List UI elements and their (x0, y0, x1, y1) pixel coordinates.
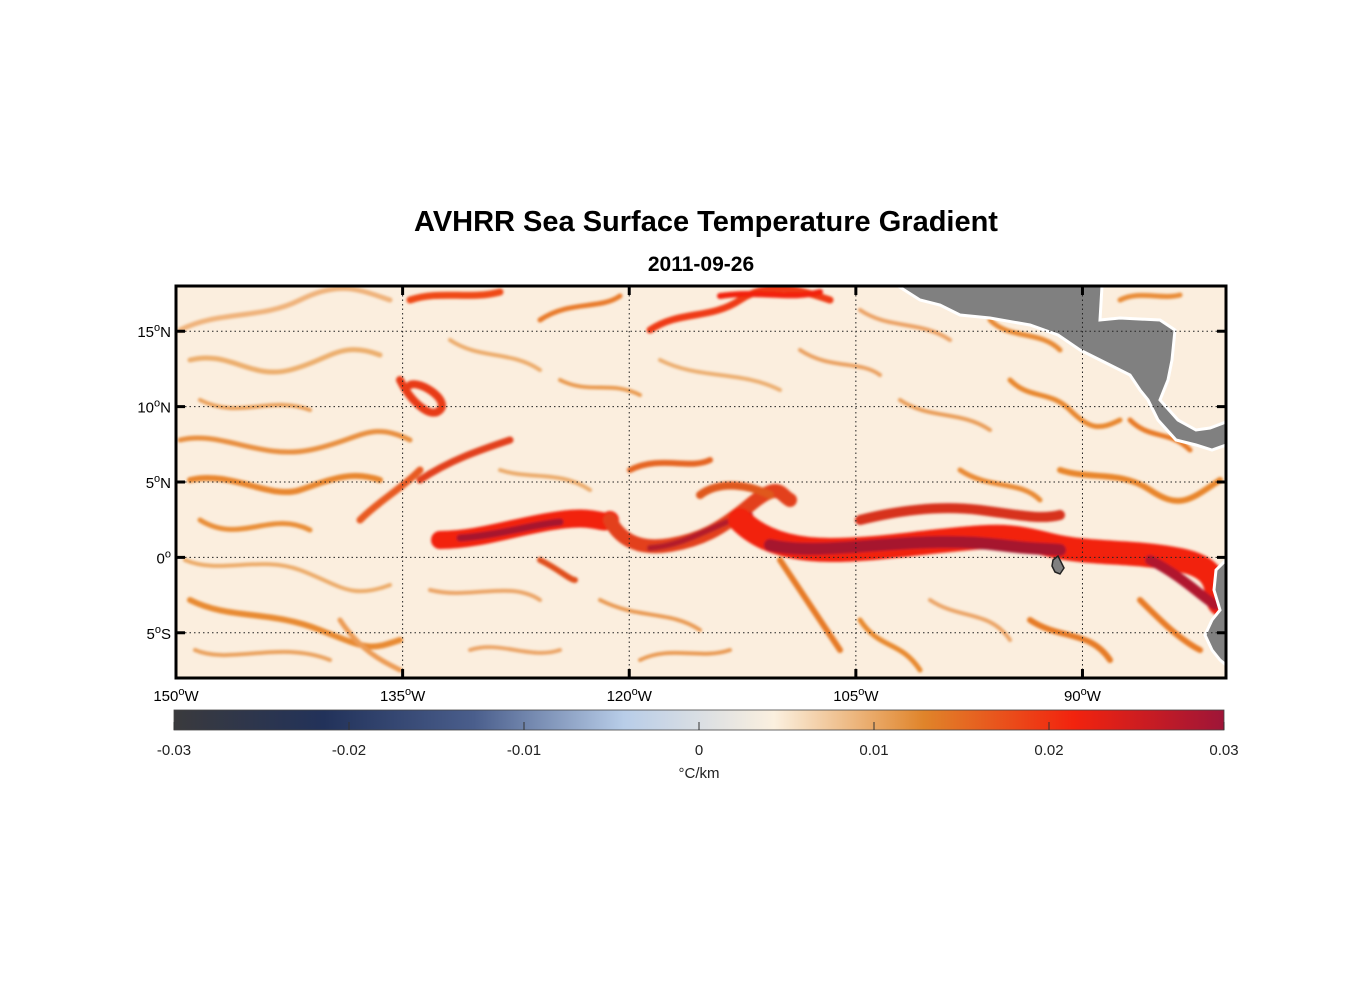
lat-tick-label: 0o (157, 548, 171, 567)
land-central-america (895, 286, 1226, 452)
lon-tick-label: 120oW (607, 686, 653, 705)
lat-tick-label: 5oN (146, 473, 171, 492)
lat-tick-label: 15oN (137, 322, 171, 341)
lat-tick-label: 10oN (137, 398, 171, 417)
colorbar-tick-label: -0.02 (332, 742, 366, 759)
lon-tick-label: 135oW (380, 686, 426, 705)
colorbar-tick-label: -0.03 (157, 742, 191, 759)
colorbar-tick-label: 0.02 (1034, 742, 1063, 759)
colorbar-tick-label: 0.03 (1209, 742, 1238, 759)
lon-tick-label: 150oW (153, 686, 199, 705)
colorbar-ticks: -0.03 -0.02 -0.01 0 0.01 0.02 0.03 (157, 722, 1239, 759)
colorbar-tick-label: 0.01 (859, 742, 888, 759)
colorbar-label: °C/km (679, 765, 720, 782)
lon-tick-label: 105oW (833, 686, 879, 705)
colorbar: -0.03 -0.02 -0.01 0 0.01 0.02 0.03 °C/km (157, 709, 1239, 782)
gradient-fronts (177, 286, 1226, 673)
land-galapagos (1051, 554, 1065, 575)
lon-tick-label: 90oW (1064, 686, 1102, 705)
sst-gradient-map[interactable] (176, 286, 1226, 678)
land-south-america (1203, 557, 1226, 667)
colorbar-tick-label: 0 (695, 742, 703, 759)
map-title: AVHRR Sea Surface Temperature Gradient (414, 206, 998, 238)
lat-tick-label: 5oS (147, 624, 171, 643)
colorbar-tick-label: -0.01 (507, 742, 541, 759)
map-subtitle: 2011-09-26 (647, 253, 755, 276)
longitude-ticks: 150oW 135oW 120oW 105oW 90oW (153, 286, 1102, 705)
latitude-ticks: 15oN 10oN 5oN 0o 5oS (137, 322, 1226, 643)
